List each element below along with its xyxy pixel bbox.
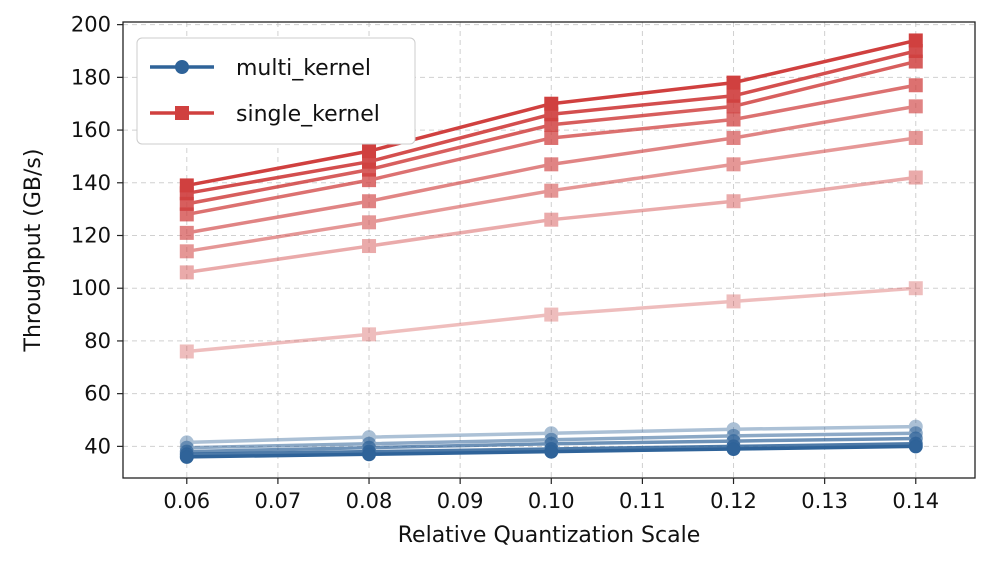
legend-swatch-point: [175, 60, 189, 74]
single_kernel-point: [362, 239, 377, 254]
x-tick-label: 0.12: [710, 489, 757, 513]
single_kernel-point: [544, 130, 559, 145]
single_kernel-line: [186, 286, 916, 354]
single_kernel-point: [544, 212, 559, 227]
single_kernel-point: [179, 344, 194, 359]
legend-box: [136, 37, 416, 145]
legend-label: multi_kernel: [236, 56, 371, 81]
single_kernel-point: [908, 99, 923, 114]
y-tick-label: 40: [84, 434, 111, 458]
y-axis-ticks: 40 60 80 100 120 140 160 180 200: [71, 13, 123, 458]
single_kernel-point: [726, 130, 741, 145]
x-axis-title: Relative Quantization Scale: [398, 523, 701, 548]
single_kernel-point: [908, 281, 923, 296]
multi_kernel-point: [908, 439, 923, 454]
single_kernel-point: [726, 75, 741, 90]
legend: multi_kernel single_kernel: [136, 37, 416, 145]
single_kernel-series: [179, 54, 923, 211]
y-tick-label: 60: [84, 382, 111, 406]
single_kernel-series: [179, 33, 923, 193]
single_kernel-point: [544, 307, 559, 322]
x-tick-label: 0.06: [163, 489, 210, 513]
plot-frame: [122, 21, 976, 479]
y-tick-label: 160: [71, 118, 111, 142]
single_kernel-point: [362, 215, 377, 230]
y-tick-label: 120: [71, 224, 111, 248]
single_kernel-series: [179, 130, 923, 259]
single_kernel-point: [179, 225, 194, 240]
multi_kernel-point: [544, 444, 559, 459]
y-tick-label: 100: [71, 276, 111, 300]
single_kernel-point: [362, 144, 377, 159]
legend-label: single_kernel: [236, 102, 380, 127]
x-tick-label: 0.10: [528, 489, 575, 513]
legend-entries: multi_kernel single_kernel: [150, 56, 380, 127]
series-layer: [179, 33, 923, 464]
single_kernel-point: [726, 112, 741, 127]
y-tick-label: 140: [71, 171, 111, 195]
single_kernel-point: [726, 157, 741, 172]
multi_kernel-point: [179, 449, 194, 464]
single_kernel-point: [544, 157, 559, 172]
single_kernel-point: [544, 183, 559, 198]
single_kernel-series: [179, 78, 923, 222]
x-tick-label: 0.11: [619, 489, 666, 513]
single_kernel-point: [908, 33, 923, 48]
legend-swatch-point: [175, 106, 189, 120]
multi_kernel-point: [726, 442, 741, 457]
single_kernel-point: [726, 88, 741, 103]
single_kernel-point: [362, 327, 377, 342]
y-tick-label: 80: [84, 329, 111, 353]
y-axis-title: Throughput (GB/s): [21, 149, 46, 353]
x-tick-label: 0.07: [255, 489, 302, 513]
single_kernel-point: [726, 294, 741, 309]
single_kernel-point: [179, 244, 194, 259]
single_kernel-point: [726, 194, 741, 209]
y-tick-label: 180: [71, 65, 111, 89]
single_kernel-point: [908, 78, 923, 93]
multi_kernel-point: [362, 447, 377, 462]
x-tick-label: 0.13: [801, 489, 848, 513]
single_kernel-series: [179, 99, 923, 240]
single_kernel-series: [179, 281, 923, 359]
legend-entry-multi-kernel: multi_kernel: [150, 56, 371, 81]
legend-entry-single-kernel: single_kernel: [150, 102, 380, 127]
single_kernel-series: [179, 170, 923, 280]
single_kernel-point: [544, 96, 559, 111]
single_kernel-point: [908, 130, 923, 145]
x-axis-ticks: 0.06 0.07 0.08 0.09 0.10 0.11 0.12 0.13 0.14: [163, 478, 939, 513]
single_kernel-point: [362, 194, 377, 209]
y-tick-label: 200: [71, 13, 111, 37]
x-tick-label: 0.09: [437, 489, 484, 513]
single_kernel-line: [186, 175, 916, 275]
single_kernel-point: [179, 265, 194, 280]
single_kernel-point: [908, 170, 923, 185]
x-tick-label: 0.08: [346, 489, 393, 513]
multi_kernel-series: [179, 439, 923, 464]
single_kernel-point: [179, 178, 194, 193]
x-tick-label: 0.14: [892, 489, 939, 513]
